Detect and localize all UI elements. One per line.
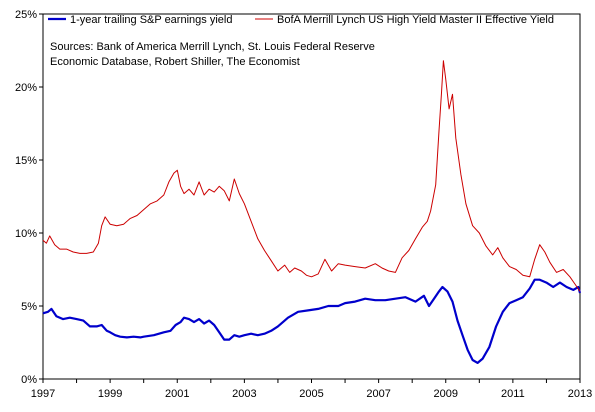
- y-tick-label: 0%: [21, 374, 37, 386]
- y-tick-label: 15%: [15, 155, 37, 167]
- x-tick-label: 2013: [568, 388, 592, 400]
- x-tick-label: 2007: [366, 388, 390, 400]
- y-tick-label: 10%: [15, 228, 37, 240]
- y-tick-label: 5%: [21, 301, 37, 313]
- annotation-line: Sources: Bank of America Merrill Lynch, …: [50, 41, 375, 53]
- x-tick-label: 2011: [501, 388, 525, 400]
- y-tick-label: 25%: [15, 9, 37, 21]
- legend-label: BofA Merrill Lynch US High Yield Master …: [277, 14, 554, 26]
- x-tick-label: 2005: [299, 388, 323, 400]
- legend: 1-year trailing S&P earnings yield BofA M…: [48, 14, 554, 26]
- legend-label: 1-year trailing S&P earnings yield: [70, 14, 232, 26]
- x-tick-label: 2009: [434, 388, 458, 400]
- x-tick-label: 2001: [165, 388, 189, 400]
- high-yield-bond-line: [42, 60, 581, 292]
- x-tick-label: 1997: [31, 388, 55, 400]
- x-tick-label: 2003: [232, 388, 256, 400]
- y-tick-label: 20%: [15, 82, 37, 94]
- x-tick-label: 1999: [98, 388, 122, 400]
- annotation-line: Economic Database, Robert Shiller, The E…: [50, 56, 300, 68]
- sp-earnings-yield-line: [42, 278, 582, 364]
- source-annotation: Sources: Bank of America Merrill Lynch, …: [50, 41, 375, 68]
- series-layer: [42, 60, 582, 364]
- axes: 0% 5% 10% 15% 20% 25% 1997 1999 2001 2003 2005 2007…: [15, 9, 592, 400]
